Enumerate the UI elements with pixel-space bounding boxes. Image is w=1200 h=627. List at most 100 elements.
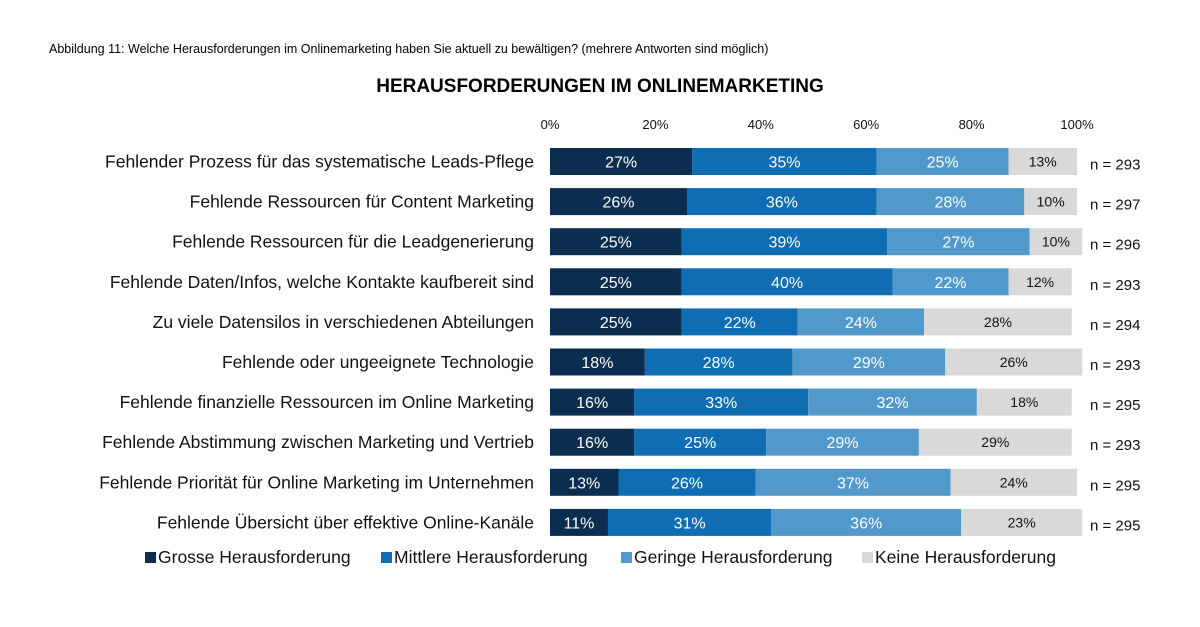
sample-size-labels: n = 293 n = 297 n = 296 n = 293 n = 294 n = 2… [1090, 157, 1140, 535]
category-label: Fehlende finanzielle Ressourcen im Onlin… [120, 392, 534, 412]
bar-segment [550, 268, 682, 296]
bar-segment [681, 228, 888, 256]
bar-segment [755, 468, 951, 496]
data-label: 29% [981, 434, 1009, 450]
sample-size-label: n = 293 [1090, 157, 1140, 174]
data-label: 28% [935, 195, 967, 212]
legend-label: Keine Herausforderung [875, 547, 1056, 567]
data-label: 27% [942, 235, 974, 252]
data-label: 36% [766, 195, 798, 212]
data-label: 26% [671, 475, 703, 492]
data-label: 10% [1042, 234, 1070, 250]
sample-size-label: n = 294 [1090, 317, 1140, 334]
data-label: 36% [850, 515, 882, 532]
data-label: 29% [853, 355, 885, 372]
x-tick-label: 0% [541, 117, 560, 132]
bar-segment [887, 228, 1030, 256]
bar-segment [550, 428, 635, 456]
bar-segment [1008, 148, 1077, 175]
bar-segment [681, 268, 893, 296]
data-label: 25% [600, 235, 632, 252]
data-label: 37% [837, 475, 869, 492]
category-label: Fehlender Prozess für das systematische … [105, 152, 534, 172]
category-label: Fehlende Übersicht über effektive Online… [157, 512, 534, 532]
bar-segment [961, 508, 1083, 536]
data-label: 16% [576, 395, 608, 412]
category-label: Fehlende Daten/Infos, welche Kontakte ka… [110, 272, 534, 292]
legend-swatch [381, 552, 392, 563]
data-label: 28% [703, 355, 735, 372]
bar-segment [692, 148, 877, 175]
bar-segment [924, 308, 1072, 336]
data-label: 13% [568, 475, 600, 492]
sample-size-label: n = 293 [1090, 357, 1140, 374]
data-label: 27% [605, 155, 637, 172]
category-label: Fehlende Abstimmung zwischen Marketing u… [102, 432, 534, 452]
bar-segment [634, 388, 809, 416]
chart-title: HERAUSFORDERUNGEN IM ONLINEMARKETING [376, 76, 824, 97]
data-label: 31% [674, 515, 706, 532]
x-tick-label: 100% [1060, 117, 1094, 132]
data-label: 40% [771, 275, 803, 292]
bars: 27% 35% 25% 13% 26% 36% 28% 10% 25% 39% 27% 10% 25% 4… [550, 148, 1083, 536]
x-tick-label: 40% [748, 117, 774, 132]
bar-segment [950, 468, 1077, 496]
x-tick-label: 60% [853, 117, 879, 132]
bar-segment [792, 348, 946, 376]
legend-label: Geringe Herausforderung [634, 547, 832, 567]
data-label: 18% [581, 355, 613, 372]
sample-size-label: n = 296 [1090, 237, 1140, 254]
data-label: 35% [768, 155, 800, 172]
bar-segment [945, 348, 1083, 376]
bar-segment [771, 508, 962, 536]
data-label: 26% [602, 195, 634, 212]
data-label: 24% [1000, 474, 1028, 490]
bar-segment [976, 388, 1072, 416]
sample-size-label: n = 295 [1090, 477, 1140, 494]
data-label: 32% [877, 395, 909, 412]
bar-segment [644, 348, 793, 376]
sample-size-label: n = 295 [1090, 517, 1140, 534]
data-label: 23% [1008, 514, 1036, 530]
sample-size-label: n = 293 [1090, 277, 1140, 294]
data-label: 10% [1037, 194, 1065, 210]
data-label: 25% [600, 275, 632, 292]
data-label: 22% [935, 275, 967, 292]
data-label: 25% [927, 155, 959, 172]
bar-segment [550, 308, 682, 336]
sample-size-label: n = 295 [1090, 397, 1140, 414]
data-label: 18% [1010, 394, 1038, 410]
bar-segment [892, 268, 1009, 296]
category-label: Fehlende oder ungeeignete Technologie [222, 352, 534, 372]
x-axis-ticks: 0% 20% 40% 60% 80% 100% [541, 117, 1094, 132]
bar-segment [918, 428, 1072, 456]
data-label: 12% [1026, 274, 1054, 290]
bar-segment [687, 188, 877, 216]
legend-label: Mittlere Herausforderung [394, 547, 588, 567]
bar-segment [1008, 268, 1072, 296]
bar-segment [876, 148, 1009, 175]
bar-segment [550, 468, 619, 496]
data-label: 25% [600, 315, 632, 332]
data-label: 28% [984, 314, 1012, 330]
figure-caption: Abbildung 11: Welche Herausforderungen i… [49, 42, 769, 56]
bar-segment [808, 388, 977, 416]
legend-swatch [621, 552, 632, 563]
bar-segment [876, 188, 1025, 216]
legend-swatch [145, 552, 156, 563]
bar-segment [550, 148, 693, 175]
data-label: 26% [1000, 354, 1028, 370]
x-tick-label: 80% [959, 117, 985, 132]
bar-segment [550, 188, 688, 216]
data-label: 33% [705, 395, 737, 412]
data-label: 13% [1029, 154, 1057, 170]
legend-swatch [862, 552, 873, 563]
data-label: 24% [845, 315, 877, 332]
category-labels: Fehlender Prozess für das systematische … [99, 152, 534, 533]
bar-segment [1029, 228, 1083, 256]
data-label: 39% [768, 235, 800, 252]
bar-segment [797, 308, 925, 336]
legend-label: Grosse Herausforderung [158, 547, 351, 567]
data-label: 25% [684, 435, 716, 452]
